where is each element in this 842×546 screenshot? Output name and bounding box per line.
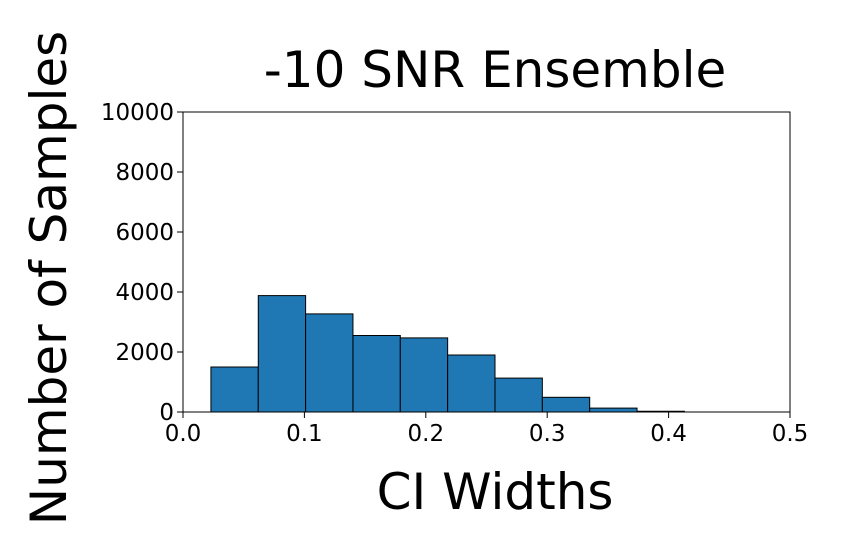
- histogram-bar: [399, 337, 449, 413]
- y-tick-label: 0: [159, 400, 174, 426]
- histogram-bar: [257, 295, 307, 413]
- x-tick-label: 0.3: [529, 421, 566, 447]
- histogram-bar: [447, 354, 496, 413]
- axis-ticks: 0.0 0.1 0.2 0.3 0.4 0.5 0 2000 4000 6000 8000 10000: [101, 100, 808, 447]
- y-tick-label: 6000: [115, 220, 174, 246]
- x-tick-label: 0.2: [408, 421, 445, 447]
- y-tick-label: 8000: [115, 160, 174, 186]
- histogram-bar: [541, 396, 591, 413]
- y-tick-label: 10000: [101, 100, 174, 126]
- x-axis-label: CI Widths: [377, 463, 614, 521]
- plot-frame: [182, 111, 791, 413]
- x-tick-label: 0.1: [286, 421, 323, 447]
- x-tick-label: 0.4: [650, 421, 687, 447]
- y-tick-label: 2000: [115, 340, 174, 366]
- x-tick-label: 0.0: [165, 421, 202, 447]
- chart-title: -10 SNR Ensemble: [264, 41, 727, 99]
- y-axis-label: Number of Samples: [20, 31, 78, 525]
- y-tick-label: 4000: [115, 280, 174, 306]
- histogram-bar: [210, 366, 259, 413]
- x-tick-label: 0.5: [772, 421, 809, 447]
- histogram-bars: [210, 295, 685, 413]
- histogram-bar: [352, 335, 401, 413]
- histogram-bar: [494, 377, 543, 413]
- histogram-bar: [305, 313, 354, 413]
- histogram-bar: [589, 407, 638, 413]
